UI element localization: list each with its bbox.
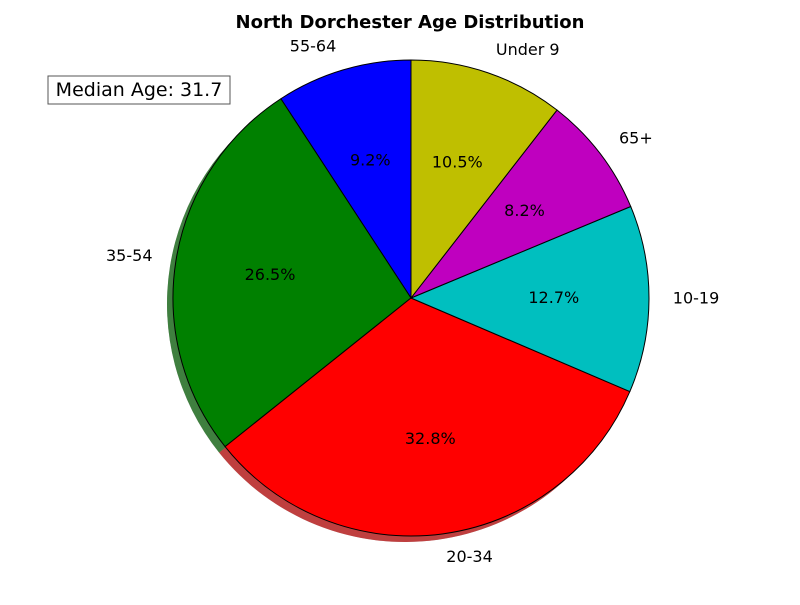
slice-value-55-64: 9.2% — [350, 151, 391, 170]
slice-value-35-54: 26.5% — [245, 265, 296, 284]
median-age-box — [47, 75, 231, 105]
slice-label-10-19: 10-19 — [673, 289, 720, 308]
slice-label-55-64: 55-64 — [290, 37, 337, 56]
slice-value-65: 8.2% — [504, 201, 545, 220]
median-age-text: Median Age: 31.7 — [56, 79, 223, 101]
pie-slice-65 — [410, 109, 632, 299]
slice-label-20-34: 20-34 — [446, 547, 493, 566]
median-age-annotation: Median Age: 31.7 — [47, 75, 231, 105]
slice-value-10-19: 12.7% — [528, 288, 579, 307]
pie-slice-35-54 — [172, 98, 412, 448]
slice-label-under-9: Under 9 — [496, 40, 560, 59]
pie-slice-under-9 — [410, 59, 558, 299]
slice-value-under-9: 10.5% — [432, 152, 483, 171]
slice-value-20-34: 32.8% — [405, 429, 456, 448]
pie-slice-20-34 — [224, 297, 631, 537]
pie-slice-10-19 — [410, 205, 650, 393]
slice-label-35-54: 35-54 — [106, 246, 153, 265]
pie-slices — [172, 59, 650, 537]
pie-slice-55-64 — [280, 59, 412, 299]
chart-title: North Dorchester Age Distribution — [236, 12, 585, 33]
slice-label-65: 65+ — [619, 129, 653, 148]
pie-labels: 55-64 9.2% 35-54 26.5% 20-34 32.8% 10-19 12.7% 6… — [106, 37, 719, 566]
